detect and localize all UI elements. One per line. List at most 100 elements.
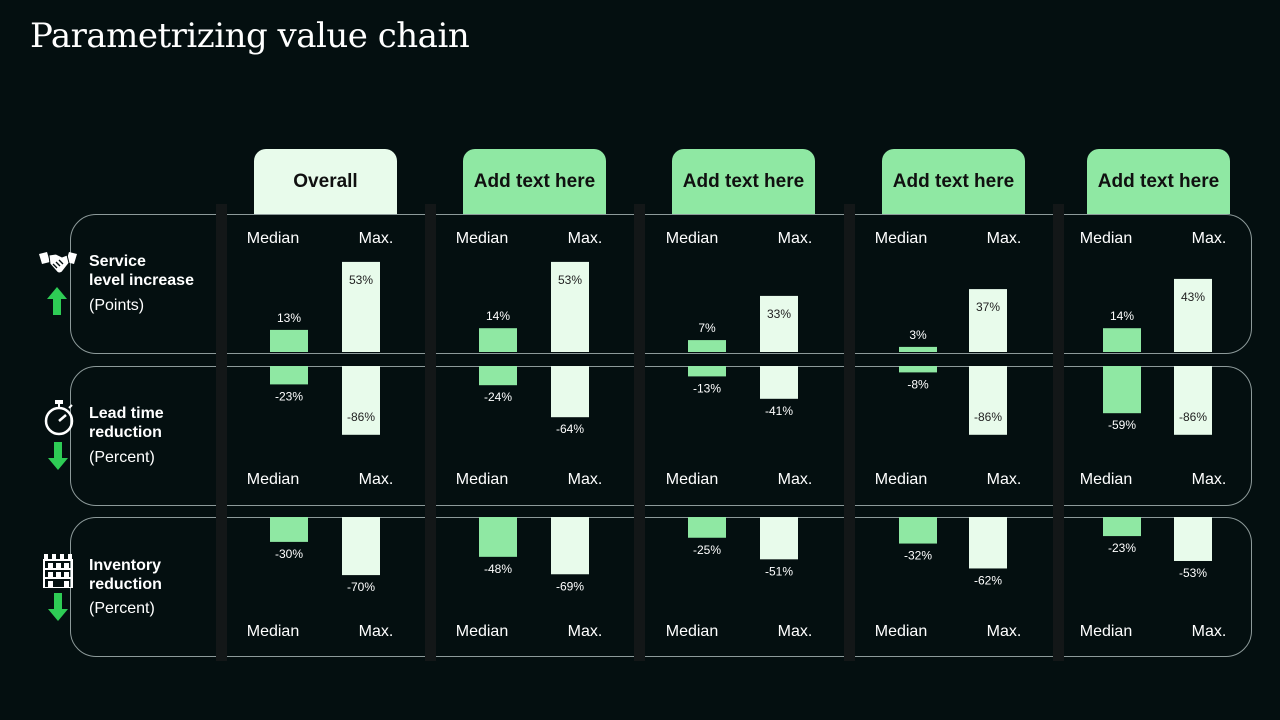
sublabel-max: Max.: [1192, 623, 1227, 640]
bar-inventory-max: [760, 517, 798, 560]
column-header-2: Add text here: [463, 149, 606, 214]
data-label-inventory-median: -23%: [1108, 541, 1136, 555]
data-label-inventory-median: -30%: [275, 547, 303, 561]
row-title-inventory: Inventory reduction: [89, 557, 162, 593]
sublabel-max: Max.: [359, 230, 394, 247]
column-separator: [216, 204, 227, 661]
column-separator: [844, 204, 855, 661]
row-unit-service-level: (Points): [89, 297, 145, 314]
bar-lead-time-median: [1103, 366, 1141, 414]
bar-lead-time-max: [969, 366, 1007, 435]
data-label-lead-time-max: -86%: [347, 410, 375, 424]
column-separator: [634, 204, 645, 661]
row-panel-service-level: [70, 214, 1252, 354]
arrow-up-icon: [47, 287, 67, 320]
sublabel-median: Median: [247, 623, 299, 640]
page-title: Parametrizing value chain: [30, 16, 470, 56]
data-label-lead-time-max: -86%: [974, 410, 1002, 424]
bar-service-level-median: [899, 346, 937, 352]
sublabel-max: Max.: [568, 623, 603, 640]
data-label-service-level-max: 33%: [767, 307, 791, 321]
sublabel-max: Max.: [568, 230, 603, 247]
bar-service-level-median: [1103, 328, 1141, 352]
bar-inventory-median: [688, 517, 726, 538]
bar-lead-time-max: [551, 366, 589, 418]
sublabel-median: Median: [1080, 230, 1132, 247]
sublabel-median: Median: [666, 471, 718, 488]
data-label-service-level-median: 13%: [277, 311, 301, 325]
data-label-lead-time-median: -59%: [1108, 418, 1136, 432]
data-label-lead-time-median: -23%: [275, 389, 303, 403]
bar-lead-time-max: [760, 366, 798, 399]
handshake-icon: [38, 250, 78, 281]
data-label-lead-time-max: -64%: [556, 422, 584, 436]
bar-service-level-median: [688, 340, 726, 352]
data-label-inventory-max: -51%: [765, 564, 793, 578]
sublabel-max: Max.: [359, 471, 394, 488]
sublabel-median: Median: [666, 623, 718, 640]
data-label-service-level-median: 14%: [486, 309, 510, 323]
sublabel-max: Max.: [359, 623, 394, 640]
sublabel-max: Max.: [987, 471, 1022, 488]
sublabel-max: Max.: [568, 471, 603, 488]
sublabel-median: Median: [456, 623, 508, 640]
row-title-lead-time: Lead time reduction: [89, 405, 164, 441]
bar-service-level-max: [342, 261, 380, 352]
bar-inventory-median: [899, 517, 937, 544]
data-label-lead-time-median: -24%: [484, 390, 512, 404]
bar-lead-time-median: [479, 366, 517, 386]
sublabel-median: Median: [247, 230, 299, 247]
data-label-lead-time-median: -8%: [907, 377, 929, 391]
arrow-down-icon: [48, 442, 68, 475]
column-header-overall: Overall: [254, 149, 397, 214]
data-label-service-level-max: 43%: [1181, 290, 1205, 304]
data-label-lead-time-median: -13%: [693, 381, 721, 395]
row-unit-lead-time: (Percent): [89, 449, 155, 466]
data-label-inventory-median: -48%: [484, 562, 512, 576]
data-label-inventory-max: -69%: [556, 579, 584, 593]
bar-inventory-max: [551, 517, 589, 575]
bar-inventory-median: [1103, 517, 1141, 537]
sublabel-max: Max.: [1192, 471, 1227, 488]
data-label-lead-time-max: -86%: [1179, 410, 1207, 424]
sublabel-max: Max.: [778, 623, 813, 640]
sublabel-median: Median: [875, 623, 927, 640]
sublabel-max: Max.: [1192, 230, 1227, 247]
bar-service-level-max: [969, 289, 1007, 352]
sublabel-median: Median: [1080, 623, 1132, 640]
bar-lead-time-median: [899, 366, 937, 373]
bar-lead-time-median: [270, 366, 308, 385]
bar-lead-time-median: [688, 366, 726, 377]
data-label-inventory-max: -70%: [347, 580, 375, 594]
sublabel-max: Max.: [987, 230, 1022, 247]
sublabel-median: Median: [247, 471, 299, 488]
bar-service-level-max: [551, 261, 589, 352]
row-title-service-level: Service level increase: [89, 253, 194, 289]
column-header-5: Add text here: [1087, 149, 1230, 214]
bar-service-level-median: [270, 329, 308, 352]
sublabel-median: Median: [666, 230, 718, 247]
column-separator: [1053, 204, 1064, 661]
sublabel-median: Median: [875, 230, 927, 247]
bar-lead-time-max: [1174, 366, 1212, 435]
bar-lead-time-max: [342, 366, 380, 435]
sublabel-max: Max.: [778, 230, 813, 247]
bar-inventory-median: [479, 517, 517, 557]
data-label-inventory-max: -62%: [974, 573, 1002, 587]
column-header-4: Add text here: [882, 149, 1025, 214]
sublabel-median: Median: [1080, 471, 1132, 488]
bar-inventory-max: [969, 517, 1007, 569]
bar-service-level-max: [1174, 278, 1212, 352]
sublabel-median: Median: [456, 230, 508, 247]
sublabel-max: Max.: [778, 471, 813, 488]
bar-inventory-max: [1174, 517, 1212, 561]
stopwatch-icon: [42, 400, 76, 441]
warehouse-icon: [43, 554, 73, 593]
sublabel-median: Median: [456, 471, 508, 488]
data-label-service-level-median: 3%: [909, 328, 927, 342]
sublabel-max: Max.: [987, 623, 1022, 640]
data-label-inventory-median: -25%: [693, 543, 721, 557]
sublabel-median: Median: [875, 471, 927, 488]
bar-inventory-max: [342, 517, 380, 576]
